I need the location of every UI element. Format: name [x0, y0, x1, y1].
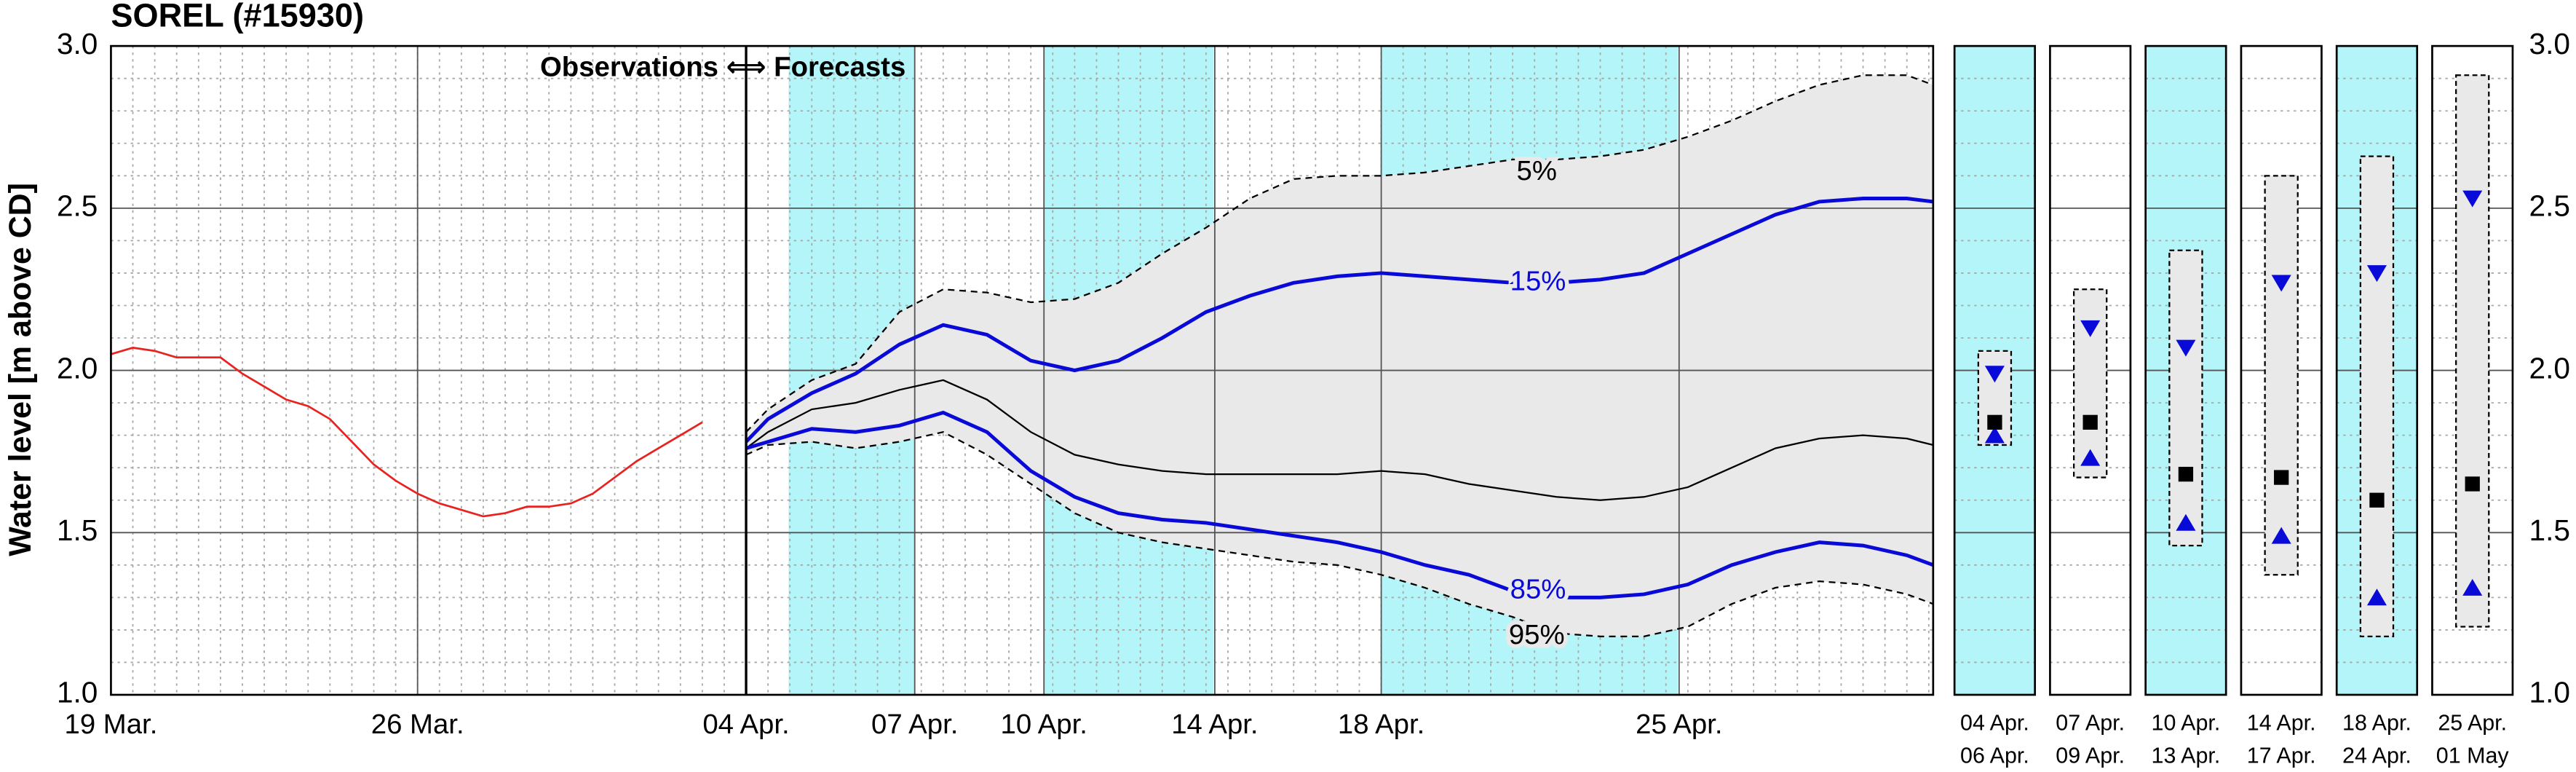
- y-tick-label: 3.0: [2529, 27, 2570, 60]
- forecast-envelope: [746, 75, 1933, 637]
- p85-marker: [2176, 513, 2196, 531]
- p85-marker: [2462, 578, 2483, 596]
- panel-frame: [2431, 44, 2514, 696]
- series-line: [745, 410, 1934, 599]
- y-axis-label: Water level [m above CD]: [3, 183, 38, 556]
- period-label: 10 Apr.: [2152, 711, 2221, 736]
- period-label: 13 Apr.: [2152, 744, 2221, 768]
- chart-title: SOREL (#15930): [111, 0, 364, 34]
- median-marker: [2465, 476, 2480, 492]
- median-marker: [2369, 492, 2385, 508]
- period-label: 17 Apr.: [2247, 744, 2316, 768]
- p85-marker: [1984, 426, 2005, 444]
- p85-marker: [2271, 527, 2291, 544]
- x-tick-label: 04 Apr.: [702, 709, 789, 740]
- y-tick-label: 2.5: [57, 189, 98, 223]
- percentile-label: 5%: [1517, 155, 1557, 186]
- series-line: [745, 74, 1934, 433]
- period-label: 06 Apr.: [1960, 744, 2029, 768]
- range-box: [2359, 155, 2395, 637]
- plot-frame: [110, 44, 1935, 696]
- series-line: [745, 431, 1934, 637]
- percentile-label: 15%: [1510, 265, 1566, 296]
- p15-marker: [2271, 275, 2291, 292]
- series-line: [745, 197, 1934, 444]
- y-tick-label: 3.0: [57, 27, 98, 60]
- percentile-label: 95%: [1509, 619, 1565, 650]
- range-box: [2455, 74, 2490, 628]
- series-line: [745, 379, 1934, 501]
- period-label: 14 Apr.: [2247, 711, 2316, 736]
- p85-marker: [2366, 588, 2387, 606]
- x-tick-label: 25 Apr.: [1636, 709, 1722, 740]
- y-tick-label: 1.0: [57, 676, 98, 709]
- p15-marker: [2176, 339, 2196, 357]
- y-tick-label: 1.5: [57, 513, 98, 547]
- period-label: 24 Apr.: [2342, 744, 2411, 768]
- x-tick-label: 10 Apr.: [1001, 709, 1087, 740]
- y-tick-label: 2.5: [2529, 189, 2570, 223]
- divider-label: Observations ⟺ Forecasts: [540, 51, 905, 82]
- panel-frame: [1953, 44, 2037, 696]
- range-box: [2168, 249, 2203, 547]
- period-label: 25 Apr.: [2438, 711, 2507, 736]
- p15-marker: [2080, 320, 2101, 337]
- panel-frame: [2049, 44, 2132, 696]
- period-label: 04 Apr.: [1960, 711, 2029, 736]
- y-tick-label: 1.5: [2529, 513, 2570, 547]
- period-label: 18 Apr.: [2342, 711, 2411, 736]
- median-marker: [1987, 414, 2002, 430]
- x-tick-label: 07 Apr.: [871, 709, 958, 740]
- p15-marker: [1984, 366, 2005, 383]
- period-label: 07 Apr.: [2056, 711, 2125, 736]
- period-label: 01 May: [2436, 744, 2510, 768]
- x-tick-label: 26 Mar.: [371, 709, 464, 740]
- y-tick-label: 1.0: [2529, 676, 2570, 709]
- percentile-label: 85%: [1510, 574, 1566, 605]
- range-box: [2264, 175, 2299, 576]
- series-line: [111, 347, 703, 518]
- p15-marker: [2366, 265, 2387, 283]
- x-tick-label: 14 Apr.: [1171, 709, 1258, 740]
- p85-marker: [2080, 449, 2101, 466]
- median-marker: [2082, 414, 2098, 430]
- panel-frame: [2144, 44, 2227, 696]
- period-label: 09 Apr.: [2056, 744, 2125, 768]
- p15-marker: [2462, 190, 2483, 208]
- y-tick-label: 2.0: [2529, 351, 2570, 385]
- x-tick-label: 19 Mar.: [65, 709, 158, 740]
- median-marker: [2274, 470, 2289, 485]
- median-marker: [2178, 466, 2194, 482]
- y-tick-label: 2.0: [57, 351, 98, 385]
- x-tick-label: 18 Apr.: [1338, 709, 1424, 740]
- panel-frame: [2240, 44, 2323, 696]
- panel-frame: [2335, 44, 2419, 696]
